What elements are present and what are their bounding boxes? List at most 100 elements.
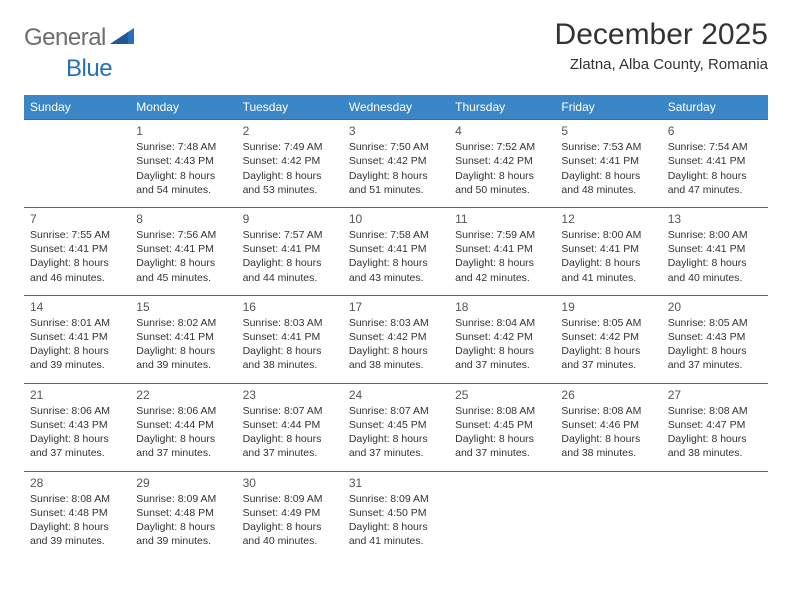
daylight-line: Daylight: 8 hours and 48 minutes. (561, 169, 655, 197)
day-number: 5 (561, 123, 655, 139)
calendar-cell: 18Sunrise: 8:04 AMSunset: 4:42 PMDayligh… (449, 295, 555, 383)
sunset-line: Sunset: 4:44 PM (136, 418, 230, 432)
calendar-cell (449, 471, 555, 558)
sunset-line: Sunset: 4:41 PM (561, 242, 655, 256)
calendar-cell: 4Sunrise: 7:52 AMSunset: 4:42 PMDaylight… (449, 120, 555, 208)
sunrise-line: Sunrise: 7:57 AM (243, 228, 337, 242)
sunrise-line: Sunrise: 8:01 AM (30, 316, 124, 330)
daylight-line: Daylight: 8 hours and 37 minutes. (668, 344, 762, 372)
calendar-cell: 20Sunrise: 8:05 AMSunset: 4:43 PMDayligh… (662, 295, 768, 383)
day-header: Wednesday (343, 95, 449, 120)
calendar-cell: 15Sunrise: 8:02 AMSunset: 4:41 PMDayligh… (130, 295, 236, 383)
sunset-line: Sunset: 4:48 PM (136, 506, 230, 520)
calendar-cell: 17Sunrise: 8:03 AMSunset: 4:42 PMDayligh… (343, 295, 449, 383)
daylight-line: Daylight: 8 hours and 50 minutes. (455, 169, 549, 197)
sunrise-line: Sunrise: 8:03 AM (243, 316, 337, 330)
day-number: 22 (136, 387, 230, 403)
sunrise-line: Sunrise: 8:02 AM (136, 316, 230, 330)
day-number: 18 (455, 299, 549, 315)
daylight-line: Daylight: 8 hours and 41 minutes. (561, 256, 655, 284)
day-number: 27 (668, 387, 762, 403)
calendar-cell (662, 471, 768, 558)
calendar-body: 1Sunrise: 7:48 AMSunset: 4:43 PMDaylight… (24, 120, 768, 559)
calendar-page: General December 2025 Zlatna, Alba Count… (0, 0, 792, 612)
calendar-cell: 12Sunrise: 8:00 AMSunset: 4:41 PMDayligh… (555, 207, 661, 295)
calendar-cell: 26Sunrise: 8:08 AMSunset: 4:46 PMDayligh… (555, 383, 661, 471)
daylight-line: Daylight: 8 hours and 38 minutes. (349, 344, 443, 372)
calendar-cell: 21Sunrise: 8:06 AMSunset: 4:43 PMDayligh… (24, 383, 130, 471)
day-number: 21 (30, 387, 124, 403)
sunrise-line: Sunrise: 8:05 AM (561, 316, 655, 330)
daylight-line: Daylight: 8 hours and 38 minutes. (561, 432, 655, 460)
daylight-line: Daylight: 8 hours and 42 minutes. (455, 256, 549, 284)
sunset-line: Sunset: 4:46 PM (561, 418, 655, 432)
day-number: 3 (349, 123, 443, 139)
calendar-week-row: 1Sunrise: 7:48 AMSunset: 4:43 PMDaylight… (24, 120, 768, 208)
sunrise-line: Sunrise: 8:06 AM (30, 404, 124, 418)
day-number: 2 (243, 123, 337, 139)
sunrise-line: Sunrise: 8:09 AM (349, 492, 443, 506)
daylight-line: Daylight: 8 hours and 44 minutes. (243, 256, 337, 284)
day-number: 1 (136, 123, 230, 139)
daylight-line: Daylight: 8 hours and 38 minutes. (243, 344, 337, 372)
sunrise-line: Sunrise: 7:48 AM (136, 140, 230, 154)
day-number: 7 (30, 211, 124, 227)
day-header: Saturday (662, 95, 768, 120)
sunset-line: Sunset: 4:49 PM (243, 506, 337, 520)
sunset-line: Sunset: 4:41 PM (668, 242, 762, 256)
sunrise-line: Sunrise: 7:54 AM (668, 140, 762, 154)
sunset-line: Sunset: 4:42 PM (349, 154, 443, 168)
day-number: 6 (668, 123, 762, 139)
sunrise-line: Sunrise: 8:00 AM (668, 228, 762, 242)
sunrise-line: Sunrise: 8:08 AM (561, 404, 655, 418)
sunrise-line: Sunrise: 8:08 AM (30, 492, 124, 506)
calendar-cell: 5Sunrise: 7:53 AMSunset: 4:41 PMDaylight… (555, 120, 661, 208)
sunset-line: Sunset: 4:41 PM (243, 242, 337, 256)
sunrise-line: Sunrise: 8:03 AM (349, 316, 443, 330)
sunrise-line: Sunrise: 7:52 AM (455, 140, 549, 154)
daylight-line: Daylight: 8 hours and 54 minutes. (136, 169, 230, 197)
calendar-cell: 14Sunrise: 8:01 AMSunset: 4:41 PMDayligh… (24, 295, 130, 383)
title-block: December 2025 Zlatna, Alba County, Roman… (555, 18, 768, 73)
daylight-line: Daylight: 8 hours and 38 minutes. (668, 432, 762, 460)
calendar-cell: 13Sunrise: 8:00 AMSunset: 4:41 PMDayligh… (662, 207, 768, 295)
calendar-cell (555, 471, 661, 558)
sunrise-line: Sunrise: 8:07 AM (349, 404, 443, 418)
sunrise-line: Sunrise: 8:07 AM (243, 404, 337, 418)
logo-word2: Blue (66, 55, 112, 83)
calendar-cell: 24Sunrise: 8:07 AMSunset: 4:45 PMDayligh… (343, 383, 449, 471)
day-number: 13 (668, 211, 762, 227)
sunset-line: Sunset: 4:42 PM (243, 154, 337, 168)
sunset-line: Sunset: 4:43 PM (30, 418, 124, 432)
location-text: Zlatna, Alba County, Romania (555, 56, 768, 73)
sunset-line: Sunset: 4:41 PM (349, 242, 443, 256)
calendar-cell (24, 120, 130, 208)
sunset-line: Sunset: 4:41 PM (243, 330, 337, 344)
day-number: 31 (349, 475, 443, 491)
daylight-line: Daylight: 8 hours and 41 minutes. (349, 520, 443, 548)
sunrise-line: Sunrise: 8:09 AM (243, 492, 337, 506)
sunset-line: Sunset: 4:41 PM (30, 330, 124, 344)
calendar-cell: 10Sunrise: 7:58 AMSunset: 4:41 PMDayligh… (343, 207, 449, 295)
calendar-cell: 2Sunrise: 7:49 AMSunset: 4:42 PMDaylight… (237, 120, 343, 208)
day-number: 26 (561, 387, 655, 403)
calendar-cell: 1Sunrise: 7:48 AMSunset: 4:43 PMDaylight… (130, 120, 236, 208)
daylight-line: Daylight: 8 hours and 37 minutes. (349, 432, 443, 460)
day-header: Friday (555, 95, 661, 120)
daylight-line: Daylight: 8 hours and 37 minutes. (455, 344, 549, 372)
sunset-line: Sunset: 4:45 PM (455, 418, 549, 432)
day-number: 28 (30, 475, 124, 491)
sunset-line: Sunset: 4:50 PM (349, 506, 443, 520)
daylight-line: Daylight: 8 hours and 37 minutes. (30, 432, 124, 460)
day-number: 19 (561, 299, 655, 315)
sunrise-line: Sunrise: 7:53 AM (561, 140, 655, 154)
day-header: Monday (130, 95, 236, 120)
sunset-line: Sunset: 4:42 PM (561, 330, 655, 344)
sunset-line: Sunset: 4:42 PM (455, 330, 549, 344)
daylight-line: Daylight: 8 hours and 45 minutes. (136, 256, 230, 284)
day-header: Sunday (24, 95, 130, 120)
calendar-cell: 28Sunrise: 8:08 AMSunset: 4:48 PMDayligh… (24, 471, 130, 558)
calendar-cell: 16Sunrise: 8:03 AMSunset: 4:41 PMDayligh… (237, 295, 343, 383)
logo-triangle-icon (110, 26, 136, 51)
daylight-line: Daylight: 8 hours and 47 minutes. (668, 169, 762, 197)
